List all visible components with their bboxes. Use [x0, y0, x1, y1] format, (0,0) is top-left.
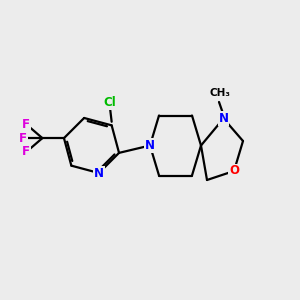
- Text: CH₃: CH₃: [210, 88, 231, 98]
- Text: F: F: [22, 118, 30, 131]
- Text: F: F: [19, 132, 27, 145]
- Text: Cl: Cl: [104, 96, 116, 109]
- Text: N: N: [94, 167, 104, 179]
- Text: O: O: [229, 164, 239, 178]
- Text: N: N: [218, 112, 229, 125]
- Text: F: F: [22, 145, 30, 158]
- Text: N: N: [145, 139, 155, 152]
